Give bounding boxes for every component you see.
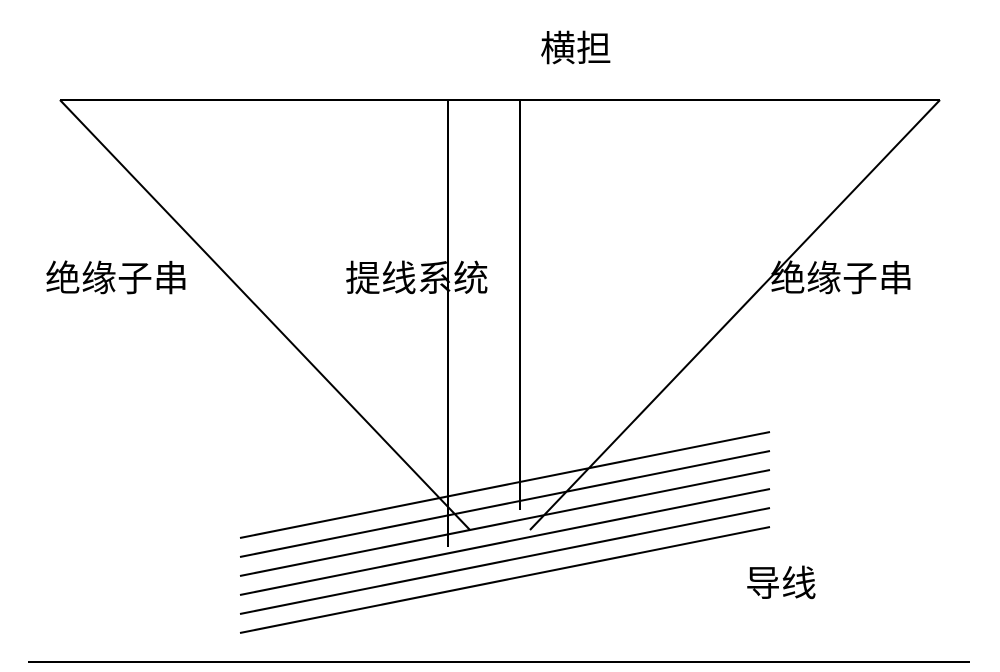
crossarm-label: 横担 <box>540 20 612 72</box>
insulator-left-label: 绝缘子串 <box>45 250 189 302</box>
left-insulator-line <box>60 100 470 530</box>
diagram-svg <box>0 0 1000 672</box>
right-insulator-line <box>530 100 940 530</box>
wire-group <box>240 432 770 633</box>
insulator-right-label: 绝缘子串 <box>770 250 914 302</box>
lift-system-label: 提线系统 <box>345 250 489 302</box>
wire-label: 导线 <box>745 555 817 607</box>
